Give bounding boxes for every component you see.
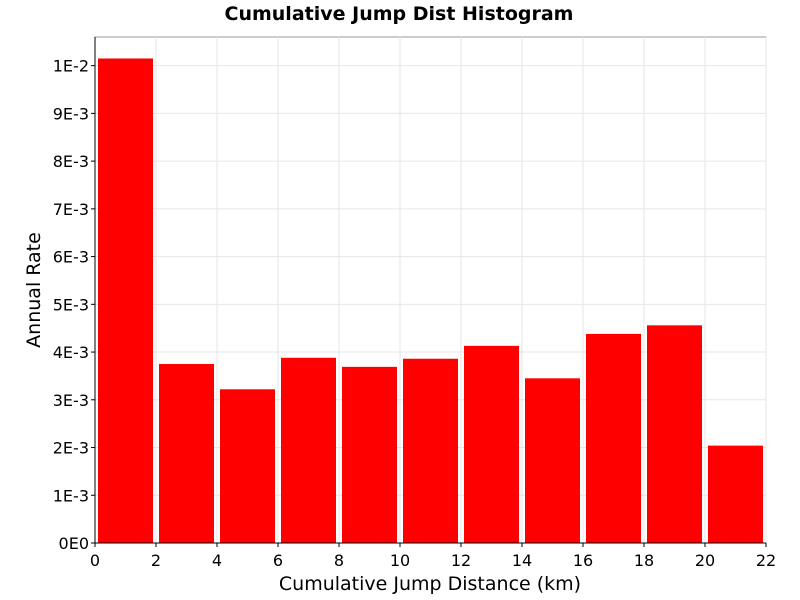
- y-tick-label-4: 4E-3: [53, 343, 89, 362]
- x-tick-label-8: 16: [573, 551, 593, 570]
- y-tick-label-7: 7E-3: [53, 200, 89, 219]
- y-tick-label-10: 1E-2: [53, 57, 89, 76]
- bar-5: [403, 358, 458, 543]
- bar-6: [464, 345, 519, 543]
- y-tick-label-3: 3E-3: [53, 391, 89, 410]
- bar-7: [525, 378, 580, 543]
- y-axis-ticks: 0E0 1E-3 2E-3 3E-3 4E-3 5E-3 6E-3 7E-3 8E-3 9E-3 1…: [53, 57, 95, 553]
- y-tick-label-2: 2E-3: [53, 439, 89, 458]
- y-tick-label-1: 1E-3: [53, 486, 89, 505]
- x-tick-label-2: 4: [212, 551, 222, 570]
- x-tick-label-1: 2: [151, 551, 161, 570]
- x-tick-label-4: 8: [334, 551, 344, 570]
- x-tick-label-3: 6: [273, 551, 283, 570]
- x-tick-label-9: 18: [634, 551, 654, 570]
- chart-title: Cumulative Jump Dist Histogram: [225, 3, 574, 25]
- bar-9: [647, 325, 702, 543]
- y-tick-label-8: 8E-3: [53, 152, 89, 171]
- x-axis-ticks: 0 2 4 6 8 10 12 14 16 18 20 22: [90, 543, 776, 570]
- y-axis-label: Annual Rate: [23, 232, 45, 348]
- y-tick-label-5: 5E-3: [53, 295, 89, 314]
- x-tick-label-11: 22: [756, 551, 776, 570]
- bar-1: [159, 363, 214, 543]
- x-tick-label-0: 0: [90, 551, 100, 570]
- x-tick-label-6: 12: [451, 551, 471, 570]
- x-tick-label-5: 10: [390, 551, 410, 570]
- x-tick-label-7: 14: [512, 551, 532, 570]
- bar-3: [281, 357, 336, 543]
- y-tick-label-0: 0E0: [59, 534, 89, 553]
- x-axis-label: Cumulative Jump Distance (km): [279, 573, 581, 595]
- bar-10: [708, 445, 763, 543]
- axes: [94, 37, 766, 544]
- y-tick-label-9: 9E-3: [53, 104, 89, 123]
- x-tick-label-10: 20: [695, 551, 715, 570]
- bar-0: [98, 58, 153, 543]
- bar-2: [220, 389, 275, 543]
- bar-4: [342, 366, 397, 543]
- y-tick-label-6: 6E-3: [53, 248, 89, 267]
- bar-8: [586, 333, 641, 543]
- bars: [98, 58, 763, 543]
